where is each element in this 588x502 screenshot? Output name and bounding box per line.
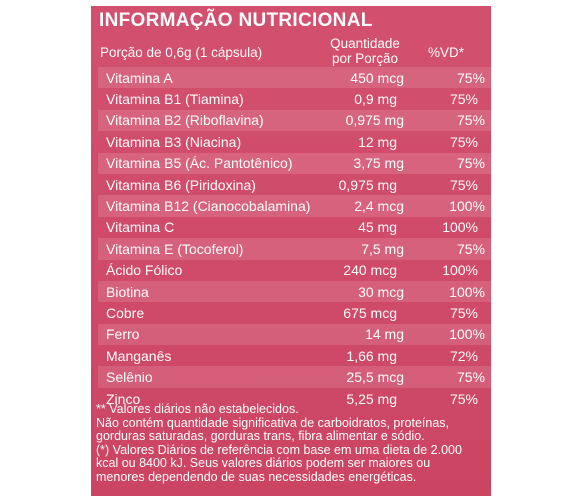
nutrient-vd: 100%: [442, 219, 478, 236]
nutrient-vd: 75%: [449, 91, 478, 108]
footnote-line: (*) Valores Diários de referência com ba…: [96, 442, 462, 457]
nutrient-quantity: 12 mg: [358, 133, 397, 150]
quantity-header: Quantidade por Porção: [319, 36, 411, 66]
footnote-line: gorduras saturadas, gorduras trans, fibr…: [96, 429, 425, 443]
table-row: Manganês 1,66 mg 72%: [91, 345, 491, 366]
table-row: Biotina 30 mcg 100%: [98, 280, 491, 303]
nutrient-quantity: 0,975 mg: [338, 176, 397, 193]
nutrient-name: Cobre: [106, 304, 145, 321]
nutrient-quantity: 3,75 mg: [353, 155, 404, 172]
nutrient-name: Vitamina E (Tocoferol): [106, 240, 244, 257]
nutrient-vd: 100%: [442, 262, 478, 279]
nutrient-quantity: 675 mcg: [343, 304, 397, 321]
nutrient-name: Ferro: [106, 326, 140, 343]
nutrient-quantity: 0,975 mg: [345, 112, 404, 129]
table-row: Cobre 675 mcg 75%: [91, 302, 491, 323]
table-row: Zinco 5,25 mg 75%: [91, 388, 491, 409]
nutrient-name: Vitamina C: [106, 219, 175, 236]
nutrient-vd: 75%: [449, 390, 478, 407]
nutrient-name: Vitamina B1 (Tiamina): [106, 91, 244, 108]
quantity-header-line2: por Porção: [331, 51, 399, 66]
nutrient-vd: 75%: [456, 69, 485, 86]
nutrient-name: Manganês: [106, 347, 172, 364]
table-row: Selênio 25,5 mcg 75%: [98, 366, 491, 388]
nutrient-vd: 100%: [449, 326, 485, 343]
nutrient-vd: 100%: [449, 198, 485, 215]
nutrient-name: Vitamina B12 (Cianocobalamina): [106, 198, 311, 215]
quantity-header-line1: Quantidade: [330, 36, 400, 51]
table-row: Vitamina A 450 mcg 75%: [98, 67, 491, 89]
footnote-line: kcal ou 8400 kJ. Seus valores diários po…: [96, 456, 431, 470]
nutrient-quantity: 2,4 mcg: [354, 198, 404, 215]
table-row: Vitamina B5 (Ác. Pantotênico) 3,75 mg 75%: [98, 152, 491, 174]
nutrient-vd: 75%: [456, 369, 485, 386]
table-row: Vitamina E (Tocoferol) 7,5 mg 75%: [98, 238, 491, 260]
nutrient-name: Vitamina B2 (Riboflavina): [106, 112, 264, 129]
table-row: Vitamina B3 (Niacina) 12 mg 75%: [91, 131, 491, 152]
nutrient-name: Vitamina A: [106, 69, 173, 86]
nutrition-facts-panel: INFORMAÇÃO NUTRICIONAL Porção de 0,6g (1…: [91, 6, 491, 496]
nutrient-name: Ácido Fólico: [106, 262, 183, 279]
nutrient-vd: 75%: [456, 155, 485, 172]
table-row: Vitamina B12 (Cianocobalamina) 2,4 mcg 100…: [98, 195, 491, 217]
nutrient-quantity: 14 mg: [365, 326, 404, 343]
nutrient-quantity: 0,9 mg: [354, 91, 397, 108]
footnote-line: ** Valores diários não estabelecidos.: [96, 402, 299, 416]
nutrient-quantity: 450 mcg: [350, 69, 404, 86]
nutrient-vd: 72%: [449, 347, 478, 364]
nutrient-name: Vitamina B3 (Niacina): [106, 133, 242, 150]
nutrient-name: Vitamina B5 (Ác. Pantotênico): [106, 155, 293, 172]
nutrient-quantity: 5,25 mg: [346, 390, 397, 407]
table-row: Vitamina C 45 mg 100%: [91, 217, 491, 238]
nutrient-name: Biotina: [106, 283, 149, 300]
nutrient-quantity: 25,5 mcg: [346, 369, 404, 386]
nutrient-quantity: 45 mg: [358, 219, 397, 236]
nutrient-vd: 75%: [456, 112, 485, 129]
table-row: Vitamina B6 (Piridoxina) 0,975 mg 75%: [91, 174, 491, 195]
nutrient-vd: 100%: [449, 283, 485, 300]
nutrient-name: Vitamina B6 (Piridoxina): [106, 176, 256, 193]
footnotes: ** Valores diários não estabelecidos. Não…: [96, 402, 488, 484]
footnote-line: menores dependendo de suas necessidades …: [96, 469, 417, 484]
nutrient-vd: 75%: [456, 240, 485, 257]
nutrient-quantity: 7,5 mg: [361, 240, 404, 257]
portion-header: Porção de 0,6g (1 cápsula): [100, 45, 263, 60]
nutrient-vd: 75%: [449, 176, 478, 193]
nutrient-name: Selênio: [106, 369, 153, 386]
nutrient-table: Vitamina A 450 mcg 75% Vitamina B1 (Tiamina…: [91, 67, 491, 409]
footnote-line: Não contém quantidade significativa de c…: [96, 415, 449, 430]
nutrient-quantity: 30 mcg: [358, 283, 404, 300]
panel-title: INFORMAÇÃO NUTRICIONAL: [99, 10, 373, 31]
nutrient-vd: 75%: [449, 304, 478, 321]
table-row: Ácido Fólico 240 mcg 100%: [91, 260, 491, 281]
nutrient-quantity: 240 mcg: [343, 262, 397, 279]
nutrient-vd: 75%: [449, 133, 478, 150]
table-row: Ferro 14 mg 100%: [98, 323, 491, 346]
vd-header: %VD*: [427, 45, 464, 60]
nutrient-quantity: 1,66 mg: [346, 347, 397, 364]
table-row: Vitamina B1 (Tiamina) 0,9 mg 75%: [91, 88, 491, 109]
table-row: Vitamina B2 (Riboflavina) 0,975 mg 75%: [98, 109, 491, 132]
nutrient-name: Zinco: [106, 390, 141, 407]
